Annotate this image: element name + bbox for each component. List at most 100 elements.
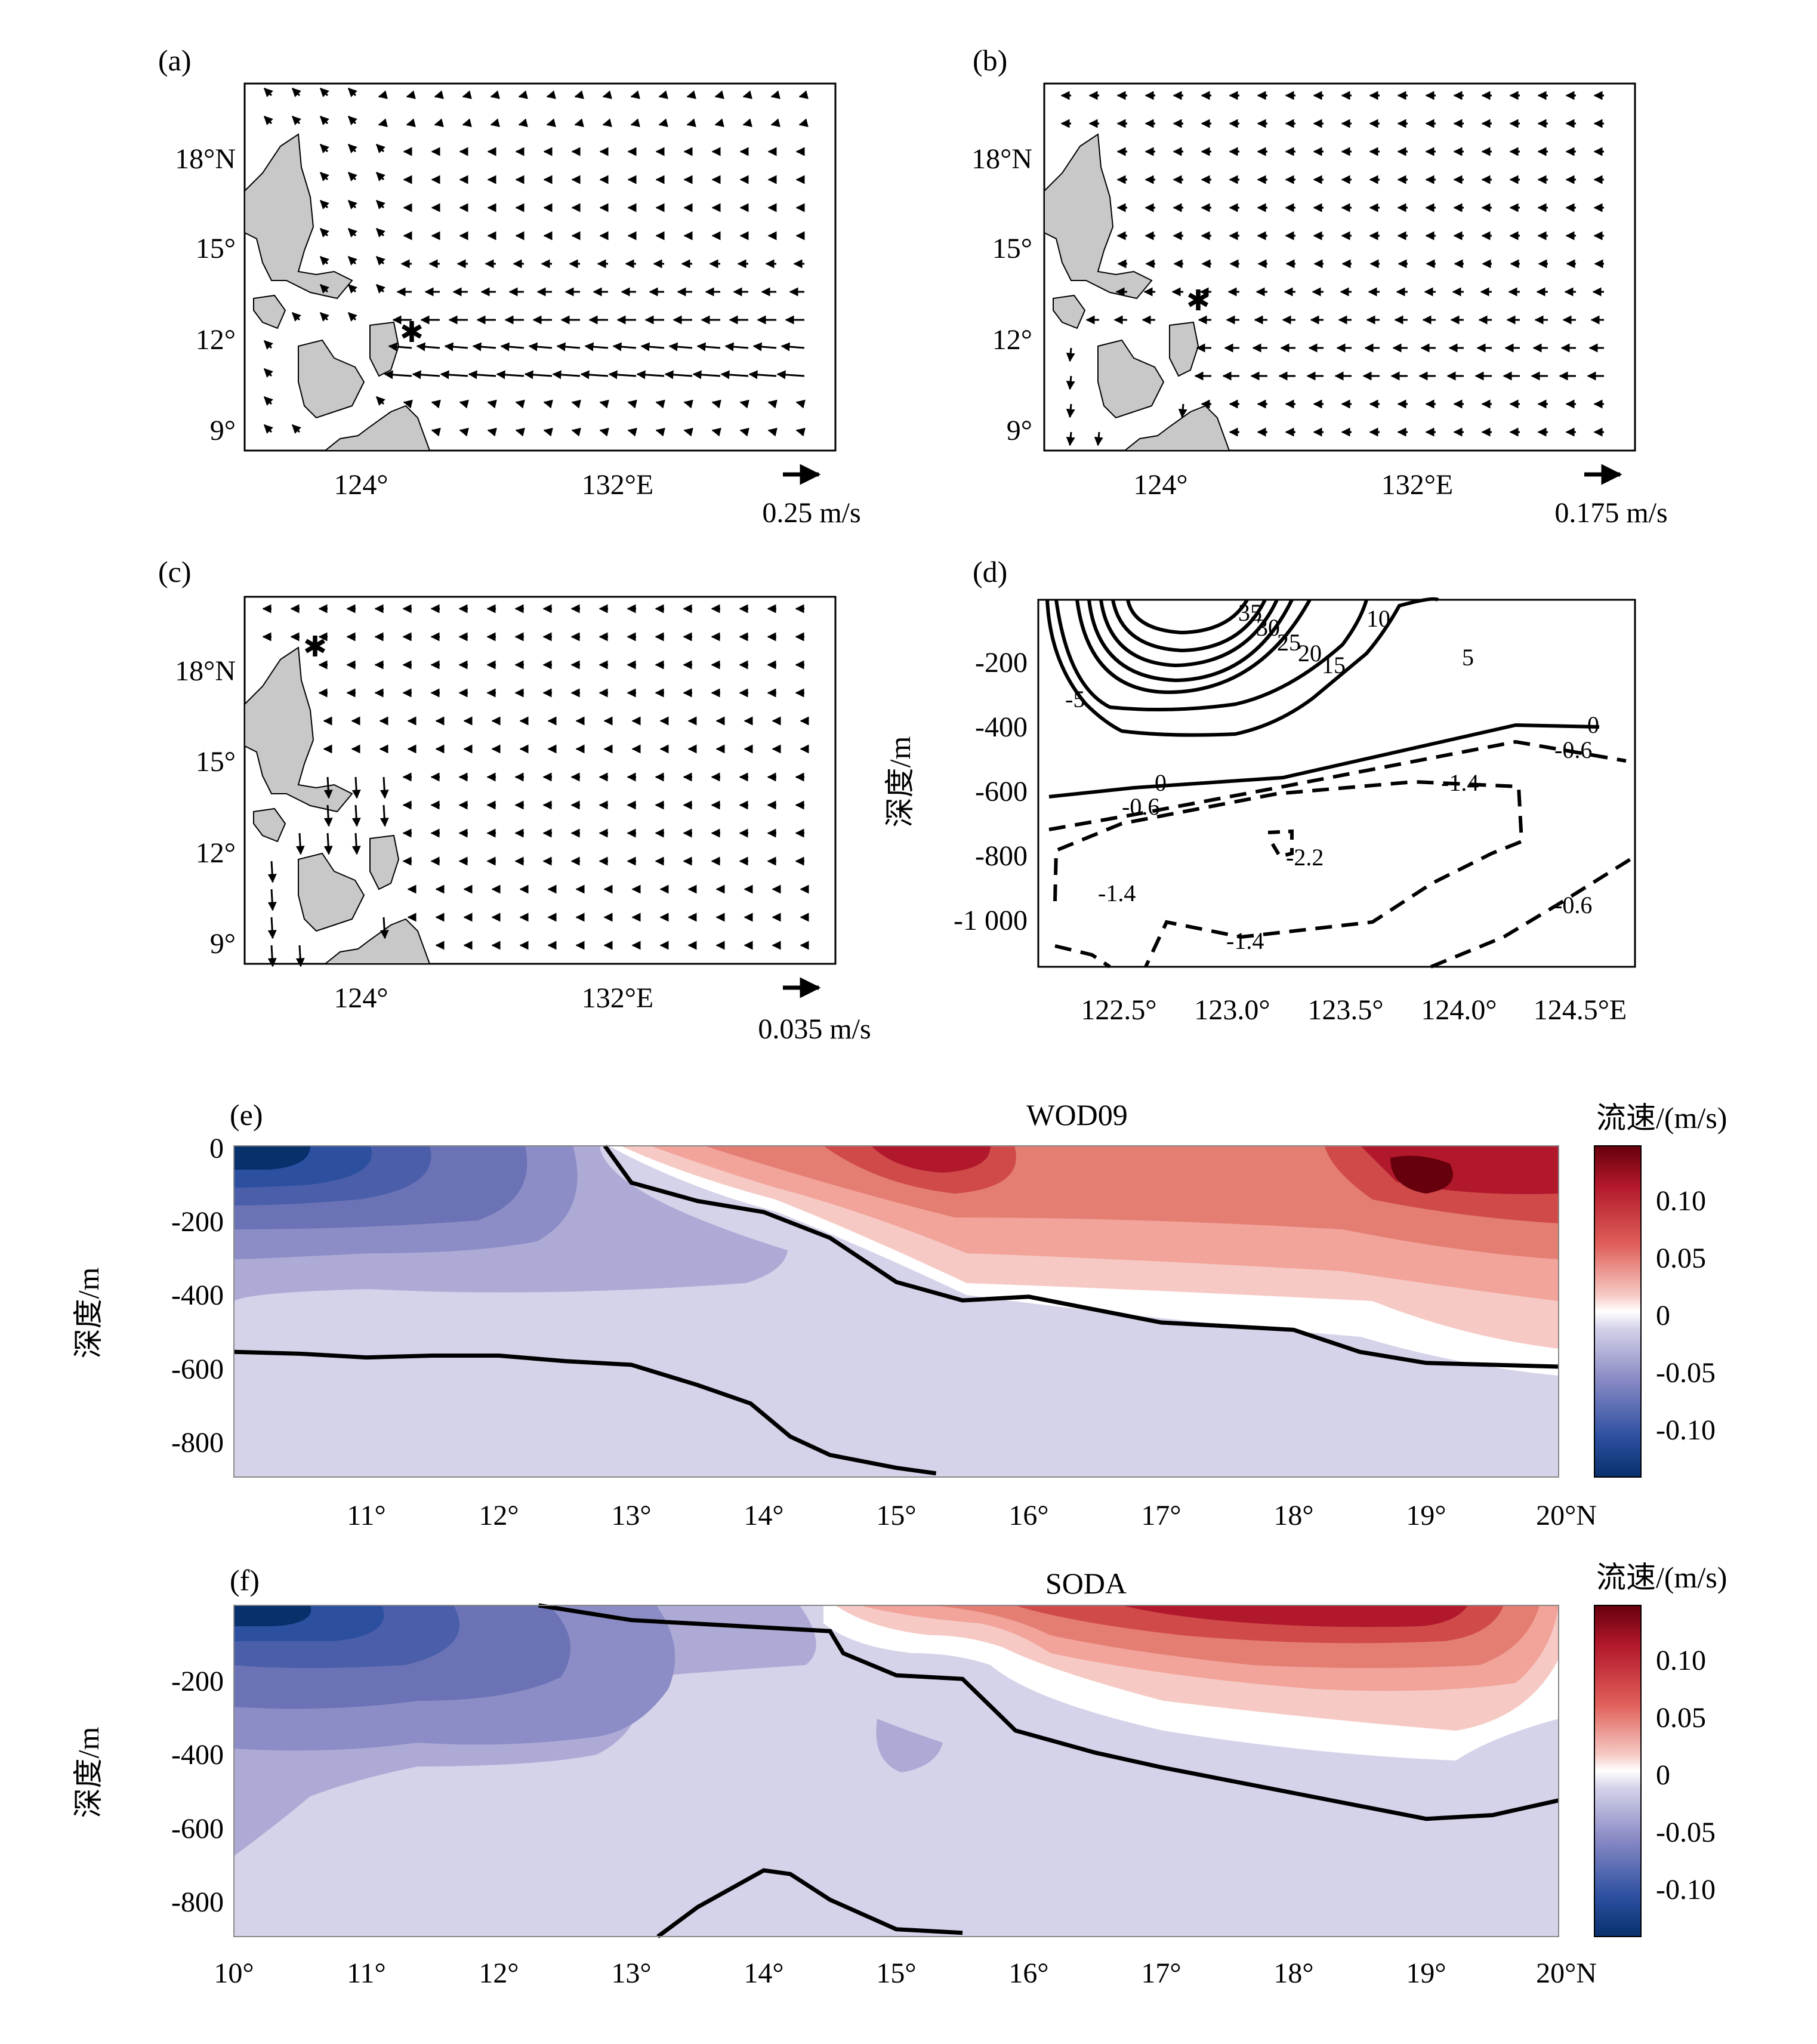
vector-arrow bbox=[416, 342, 440, 352]
panel-e-ytick: -200 bbox=[171, 1206, 224, 1238]
vector-arrow bbox=[472, 342, 496, 352]
panel-a-label: (a) bbox=[158, 44, 192, 77]
vector-arrow bbox=[468, 370, 496, 380]
panel-f-xtick: 20°N bbox=[1536, 1957, 1597, 1989]
contour-label: 25 bbox=[1277, 629, 1301, 656]
panel-c-label: (c) bbox=[158, 555, 192, 588]
colorbar-tick: -0.05 bbox=[1656, 1817, 1716, 1848]
vector-arrow bbox=[739, 427, 749, 437]
vector-arrow bbox=[380, 917, 389, 939]
vector-arrow bbox=[267, 889, 277, 911]
vector-arrow bbox=[295, 945, 305, 967]
vector-arrow bbox=[459, 427, 469, 437]
panel-d-xtick: 124.0° bbox=[1421, 994, 1497, 1026]
vector-arrow bbox=[487, 399, 497, 409]
vector-arrow bbox=[319, 312, 329, 322]
vector-arrow bbox=[781, 342, 805, 352]
vector-arrow bbox=[267, 861, 277, 883]
panel-f-xtick: 18° bbox=[1273, 1957, 1313, 1989]
panel-c-lat-9: 9° bbox=[210, 928, 236, 960]
vector-arrow bbox=[323, 776, 333, 799]
vector-arrow bbox=[323, 804, 333, 827]
panel-d: (d) 深度/m 35 30 25 20 15 10 5 -5 bbox=[883, 555, 1636, 1026]
panel-a-lon-132: 132°E bbox=[582, 469, 654, 501]
contour-label: 35 bbox=[1238, 599, 1262, 626]
panel-e-xtick: 19° bbox=[1406, 1500, 1446, 1531]
panel-d-contours bbox=[1045, 597, 1636, 969]
panel-b-lat-9: 9° bbox=[1007, 415, 1032, 446]
panel-a-asterisk: ✱ bbox=[400, 317, 424, 349]
panel-a-lon-ticks: 124° 132°E bbox=[334, 469, 653, 501]
contour-label: -0.6 bbox=[1554, 892, 1592, 918]
contour-label: 20 bbox=[1298, 640, 1322, 667]
contour-label: 10 bbox=[1366, 605, 1390, 632]
vector-arrow bbox=[640, 342, 665, 352]
vector-arrow bbox=[319, 115, 329, 125]
panel-b-vectors bbox=[1060, 91, 1604, 446]
panel-e-zero-contour-upper bbox=[603, 1144, 1559, 1369]
vector-arrow bbox=[378, 118, 388, 128]
vector-arrow bbox=[518, 90, 528, 100]
vector-arrow bbox=[630, 118, 640, 128]
vector-arrow bbox=[347, 115, 357, 125]
vector-arrow bbox=[798, 118, 809, 128]
vector-arrow bbox=[714, 118, 724, 128]
vector-arrow bbox=[406, 118, 416, 128]
vector-arrow bbox=[403, 399, 413, 409]
vector-arrow bbox=[462, 118, 472, 128]
vector-arrow bbox=[636, 370, 665, 380]
panel-a-lat-15: 15° bbox=[196, 233, 236, 264]
vector-arrow bbox=[440, 370, 468, 380]
contour-label: 30 bbox=[1256, 614, 1280, 641]
panel-f-zero-contour-lower bbox=[656, 1868, 963, 1938]
vector-arrow bbox=[683, 427, 693, 437]
panel-d-ytick: -1 000 bbox=[954, 905, 1028, 936]
vector-arrow bbox=[711, 399, 721, 409]
colorbar-tick: 0 bbox=[1656, 1759, 1670, 1791]
panel-c-lat-18: 18°N bbox=[175, 655, 236, 687]
vector-arrow bbox=[319, 227, 329, 238]
vector-arrow bbox=[406, 90, 416, 100]
vector-arrow bbox=[770, 90, 781, 100]
panel-f-xtick: 14° bbox=[744, 1957, 783, 1989]
contour-label: -0.6 bbox=[1554, 736, 1592, 763]
colorbar-tick: 0.05 bbox=[1656, 1702, 1706, 1734]
vector-arrow bbox=[375, 171, 385, 181]
vector-arrow bbox=[742, 118, 752, 128]
panel-d-ylabel: 深度/m bbox=[883, 736, 917, 828]
vector-arrow bbox=[434, 118, 444, 128]
panel-d-contour-labels: 35 30 25 20 15 10 5 -5 0 0 -0.6 -0.6 -1.… bbox=[1065, 599, 1599, 954]
panel-e-ytick: -600 bbox=[171, 1354, 224, 1385]
panel-e-xticks: 11° 12° 13° 14° 15° 16° 17° 18° 19° 20°N bbox=[347, 1500, 1597, 1531]
contour-label: 15 bbox=[1322, 652, 1346, 679]
vector-arrow bbox=[380, 776, 389, 799]
vector-arrow bbox=[795, 399, 806, 409]
vector-arrow bbox=[580, 370, 609, 380]
colorbar-tick: -0.10 bbox=[1656, 1414, 1716, 1446]
panel-a: (a) ✱ 18°N 15° 12° 9° 124° 132°E 0.25 m/… bbox=[158, 44, 861, 529]
vector-arrow bbox=[627, 399, 637, 409]
vector-arrow bbox=[347, 171, 357, 181]
vector-arrow bbox=[612, 342, 637, 352]
panel-b-scale-label: 0.175 m/s bbox=[1554, 497, 1667, 529]
vector-arrow bbox=[431, 427, 441, 437]
colorbar-tick: 0.10 bbox=[1656, 1645, 1706, 1676]
panel-e-colorbar: 流速/(m/s) 0.10 0.05 0 -0.05 -0.10 bbox=[1594, 1101, 1727, 1478]
vector-arrow bbox=[490, 118, 500, 128]
vector-arrow bbox=[668, 342, 693, 352]
vector-arrow bbox=[776, 370, 805, 380]
panel-f-xtick: 17° bbox=[1141, 1957, 1181, 1989]
vector-arrow bbox=[375, 227, 385, 238]
vector-arrow bbox=[599, 427, 609, 437]
vector-arrow bbox=[434, 90, 444, 100]
panel-e-colorbar-bar bbox=[1594, 1145, 1642, 1478]
vector-arrow bbox=[655, 427, 665, 437]
panel-f-xtick: 12° bbox=[479, 1957, 519, 1989]
vector-arrow bbox=[459, 399, 469, 409]
panel-d-xtick: 124.5°E bbox=[1534, 994, 1627, 1026]
vector-arrow bbox=[515, 399, 525, 409]
vector-arrow bbox=[574, 90, 584, 100]
panel-e-xtick: 20°N bbox=[1536, 1500, 1597, 1531]
panel-f-xtick: 16° bbox=[1008, 1957, 1048, 1989]
vector-arrow bbox=[770, 118, 781, 128]
